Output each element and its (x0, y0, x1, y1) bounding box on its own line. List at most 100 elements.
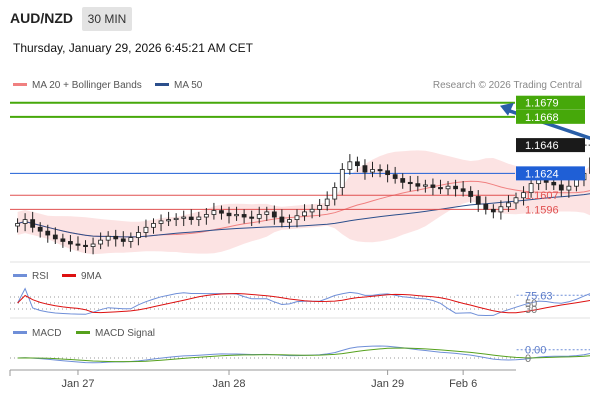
candle-body (249, 216, 255, 219)
x-tick-label-0: Jan 27 (61, 378, 94, 390)
legend-rsi-ma-label: 9MA (81, 271, 102, 282)
candle-body (75, 243, 81, 246)
legend-ma50-label: MA 50 (174, 80, 203, 91)
candle-body (332, 187, 338, 200)
candle-body (475, 196, 481, 205)
candle-body (309, 208, 315, 213)
candle-body (90, 243, 96, 247)
candle-body (234, 214, 239, 217)
legend-ma50-swatch (155, 82, 169, 86)
candle-body (120, 238, 126, 242)
rsi-line (17, 287, 590, 317)
candle-body (498, 206, 504, 213)
candle-body (370, 169, 375, 173)
legend-macd-signal-label: MACD Signal (95, 328, 156, 339)
candle-body (377, 169, 383, 172)
legend-rsi-label: RSI (32, 271, 49, 282)
macd-panel: 0.000 (10, 345, 590, 365)
legend-macd-signal-swatch (76, 330, 90, 334)
candle-body (158, 220, 164, 224)
target-arrow-head (500, 102, 514, 116)
candle-body (98, 239, 104, 245)
level-label-bg-1 (516, 109, 585, 124)
candle-body (188, 216, 194, 221)
candle-body (211, 210, 217, 215)
candle-body (324, 198, 330, 206)
candle-body (566, 185, 572, 191)
candle-body (256, 214, 262, 219)
candle-body (551, 181, 557, 186)
candle-body (302, 211, 307, 217)
candle-body (287, 219, 292, 223)
macd-signal-line (17, 347, 590, 363)
candle-body (430, 184, 436, 188)
candle-body (45, 230, 51, 236)
candle-body (60, 238, 66, 242)
candle-body (362, 165, 368, 173)
timestamp: Thursday, January 29, 2026 6:45:21 AM CE… (13, 41, 253, 55)
candle-body (226, 212, 232, 217)
legend-bb-swatch (13, 82, 27, 86)
candle-body (37, 226, 43, 232)
candle-body (355, 161, 360, 167)
level-label-bg-3 (516, 166, 585, 181)
rsi-level-label-30: 30 (525, 304, 537, 316)
candle-body (445, 185, 451, 190)
candle-body (128, 237, 134, 242)
x-tick-label-2: Jan 29 (371, 378, 404, 390)
candle-body (30, 219, 36, 228)
candle-body (105, 235, 111, 241)
level-label-3: 1.1624 (525, 168, 559, 180)
level-label-5: 1.1596 (525, 204, 559, 216)
candle-body (173, 217, 179, 221)
price-panel (10, 101, 590, 319)
candle-body (385, 170, 391, 176)
legend-bb: MA 20 + Bollinger Bands (13, 80, 142, 91)
candle-body (166, 219, 171, 222)
candle-body (422, 184, 428, 187)
candle-body (83, 244, 88, 247)
legend-rsi: RSI (13, 271, 49, 282)
candle-body (392, 174, 398, 179)
candle-body (22, 219, 28, 224)
legend-rsi-ma-swatch (62, 273, 76, 277)
candle-body (219, 210, 224, 214)
candle-body (317, 205, 323, 210)
time-axis: Jan 27 Jan 28 Jan 29 Feb 6 (9, 369, 516, 390)
candle-body (264, 211, 270, 215)
legend-rsi-swatch (13, 273, 27, 277)
candle-body (490, 208, 496, 213)
candle-body (347, 161, 353, 170)
rsi-current-label: 75.63 (525, 290, 553, 302)
legend-bb-label: MA 20 + Bollinger Bands (32, 80, 142, 91)
level-label-1: 1.1668 (525, 112, 559, 124)
candle-body (460, 188, 466, 192)
rsi-ma-line (17, 292, 590, 314)
level-label-0: 1.1679 (525, 98, 559, 110)
candle-body (407, 181, 413, 185)
candle-body (151, 223, 156, 228)
candle-body (453, 185, 458, 190)
legend-rsi-ma: 9MA (62, 271, 102, 282)
timeframe-button[interactable]: 30 MIN (82, 7, 132, 31)
level-label-2: 1.1646 (525, 140, 559, 152)
level-label-4: 1.1607 (525, 190, 559, 202)
credit-text: Research © 2026 Trading Central (432, 80, 582, 91)
x-tick-label-3: Feb 6 (449, 378, 477, 390)
candle-body (271, 211, 277, 218)
rsi-level-label-50: 50 (525, 298, 537, 310)
candle-body (196, 216, 202, 221)
candle-body (574, 179, 579, 187)
candle-body (521, 192, 526, 199)
candle-body (279, 216, 285, 223)
candle-body (339, 169, 345, 188)
candle-body (438, 187, 443, 190)
candle-body (15, 223, 20, 227)
x-tick-label-1: Jan 28 (212, 378, 245, 390)
candle-body (506, 202, 511, 208)
candle-body (181, 216, 187, 219)
candle-body (135, 232, 141, 238)
legend-macd-label: MACD (32, 328, 62, 339)
